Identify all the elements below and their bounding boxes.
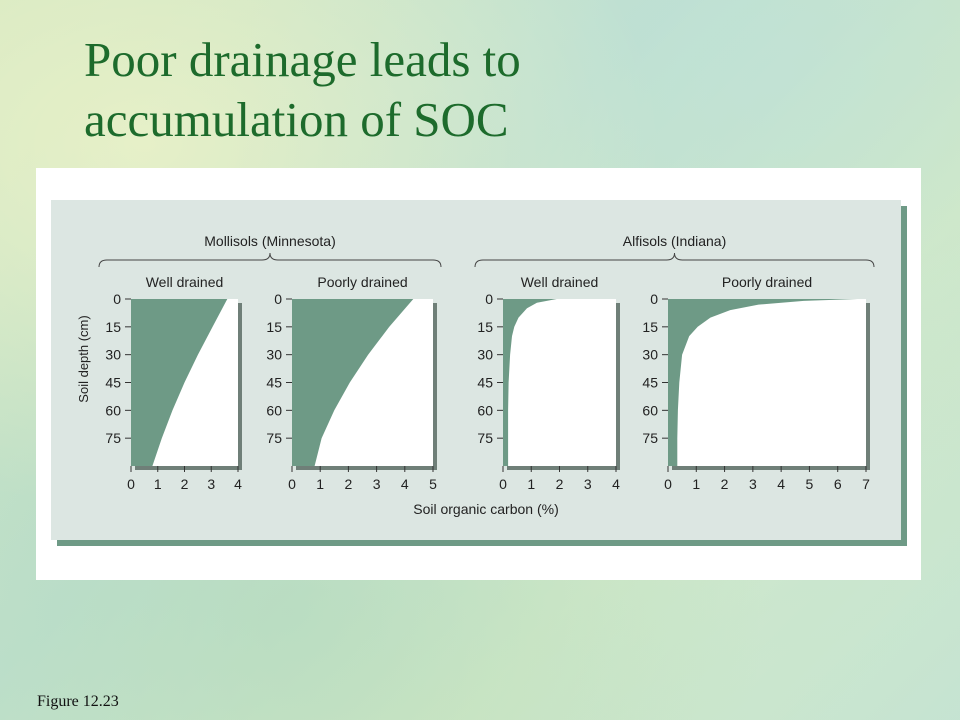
x-tick-label: 1 <box>527 476 535 492</box>
panel-title: Well drained <box>521 274 599 290</box>
panel-title: Poorly drained <box>317 274 407 290</box>
x-tick-label: 2 <box>721 476 729 492</box>
x-tick-label: 4 <box>612 476 620 492</box>
x-tick-label: 3 <box>207 476 215 492</box>
y-tick-label: 30 <box>266 347 282 363</box>
group-title: Mollisols (Minnesota) <box>204 233 335 249</box>
x-tick-label: 0 <box>127 476 135 492</box>
x-tick-label: 7 <box>862 476 870 492</box>
x-tick-label: 0 <box>499 476 507 492</box>
figure-panel: Soil depth (cm) Mollisols (Minnesota) Alfi… <box>36 168 921 580</box>
y-tick-label: 60 <box>477 402 493 418</box>
y-tick-label: 75 <box>266 430 282 446</box>
x-tick-label: 2 <box>181 476 189 492</box>
y-tick-label: 15 <box>105 319 121 335</box>
x-tick-label: 0 <box>288 476 296 492</box>
x-tick-label: 4 <box>777 476 785 492</box>
y-tick-label: 30 <box>477 347 493 363</box>
group-title: Alfisols (Indiana) <box>623 233 727 249</box>
soc-area <box>668 299 858 466</box>
y-tick-label: 30 <box>642 347 658 363</box>
x-tick-label: 4 <box>234 476 242 492</box>
y-tick-label: 15 <box>266 319 282 335</box>
y-tick-label: 45 <box>477 375 493 391</box>
panel-plot-area <box>503 299 616 466</box>
y-tick-label: 30 <box>105 347 121 363</box>
x-tick-label: 2 <box>345 476 353 492</box>
y-axis-label: Soil depth (cm) <box>76 315 91 402</box>
group-bracket <box>98 252 442 268</box>
x-tick-label: 5 <box>806 476 814 492</box>
y-tick-label: 60 <box>642 402 658 418</box>
figure-caption: Figure 12.23 <box>37 693 119 710</box>
slide-title: Poor drainage leads to accumulation of S… <box>84 30 521 150</box>
y-tick-label: 15 <box>477 319 493 335</box>
x-tick-label: 2 <box>556 476 564 492</box>
panel-plot-area <box>668 299 866 466</box>
y-tick-label: 0 <box>274 291 282 307</box>
panel-title: Poorly drained <box>722 274 812 290</box>
x-tick-label: 6 <box>834 476 842 492</box>
panel-title: Well drained <box>146 274 224 290</box>
title-line-1: Poor drainage leads to <box>84 32 521 87</box>
y-tick-label: 0 <box>650 291 658 307</box>
soc-area <box>503 299 557 466</box>
y-tick-label: 45 <box>642 375 658 391</box>
x-tick-label: 0 <box>664 476 672 492</box>
y-tick-label: 75 <box>477 430 493 446</box>
soc-depth-chart: Soil depth (cm) Mollisols (Minnesota) Alfi… <box>51 200 907 546</box>
y-tick-label: 60 <box>266 402 282 418</box>
y-tick-label: 45 <box>105 375 121 391</box>
y-tick-label: 0 <box>113 291 121 307</box>
y-tick-label: 60 <box>105 402 121 418</box>
y-tick-label: 45 <box>266 375 282 391</box>
title-line-2: accumulation of SOC <box>84 92 509 147</box>
x-axis-label: Soil organic carbon (%) <box>413 501 559 517</box>
group-bracket <box>474 252 875 268</box>
x-tick-label: 3 <box>373 476 381 492</box>
x-tick-label: 3 <box>749 476 757 492</box>
soc-area <box>131 299 228 466</box>
y-tick-label: 0 <box>485 291 493 307</box>
x-tick-label: 1 <box>154 476 162 492</box>
y-tick-label: 15 <box>642 319 658 335</box>
x-tick-label: 5 <box>429 476 437 492</box>
x-tick-label: 3 <box>584 476 592 492</box>
soc-area <box>292 299 414 466</box>
x-tick-label: 4 <box>401 476 409 492</box>
y-tick-label: 75 <box>642 430 658 446</box>
x-tick-label: 1 <box>692 476 700 492</box>
x-tick-label: 1 <box>316 476 324 492</box>
y-tick-label: 75 <box>105 430 121 446</box>
